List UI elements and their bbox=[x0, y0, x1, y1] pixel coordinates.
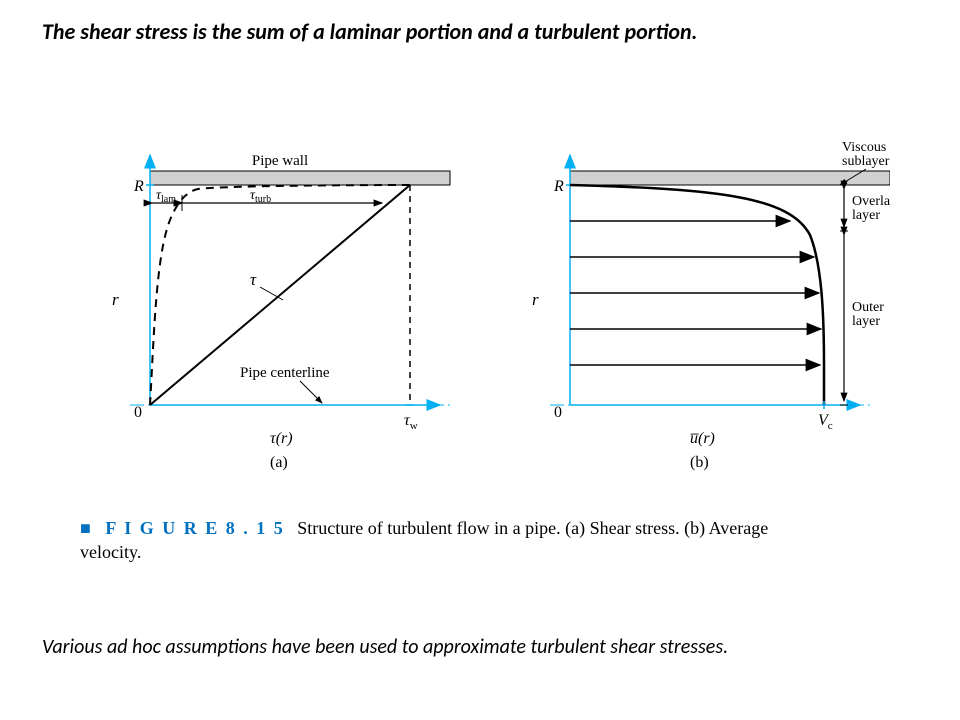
tick-0-a: 0 bbox=[134, 404, 142, 421]
viscous-sublayer-label: Viscous sublayer bbox=[842, 140, 890, 169]
footer-note: Various ad hoc assumptions have been use… bbox=[42, 635, 892, 659]
tick-R-a: R bbox=[133, 178, 144, 195]
tick-Vc: Vc bbox=[818, 412, 833, 432]
centerline-leader bbox=[300, 381, 322, 403]
figure-diagram: Pipe wall R 0 r τw τlam τturb τ bbox=[70, 105, 890, 505]
y-axis-label-a: r bbox=[112, 290, 119, 309]
tau-leader bbox=[260, 287, 283, 300]
tick-0-b: 0 bbox=[554, 404, 562, 421]
pipe-wall-label: Pipe wall bbox=[252, 153, 308, 169]
caption-figure-label: F I G U R E 8 . 1 5 bbox=[105, 518, 284, 538]
pipe-wall-b bbox=[570, 171, 890, 185]
caption-body-2: velocity. bbox=[80, 542, 141, 562]
tau-lam-label: τlam bbox=[156, 188, 176, 205]
overlap-label: Overlap layer bbox=[852, 194, 890, 223]
panel-b: R 0 r Vc Viscous sublayer O bbox=[532, 140, 890, 471]
page-title: The shear stress is the sum of a laminar… bbox=[42, 18, 822, 45]
caption-block-icon: ■ bbox=[80, 518, 93, 538]
figure-caption: ■ F I G U R E 8 . 1 5 Structure of turbu… bbox=[80, 518, 900, 539]
panel-a: Pipe wall R 0 r τw τlam τturb τ bbox=[112, 153, 450, 471]
panel-label-a: (a) bbox=[270, 454, 288, 471]
panel-label-b: (b) bbox=[690, 454, 709, 471]
caption-body-1: Structure of turbulent flow in a pipe. (… bbox=[297, 518, 768, 538]
tau-turb-label: τturb bbox=[250, 188, 271, 205]
y-axis-label-b: r bbox=[532, 290, 539, 309]
centerline-label: Pipe centerline bbox=[240, 365, 330, 381]
tick-tw: τw bbox=[404, 412, 418, 432]
x-axis-label-b: u̅(r) bbox=[690, 430, 715, 447]
x-axis-label-a: τ(r) bbox=[270, 430, 293, 447]
tau-label: τ bbox=[250, 270, 257, 289]
figure-caption-line2: velocity. bbox=[80, 542, 141, 563]
velocity-profile bbox=[570, 185, 824, 405]
tick-R-b: R bbox=[553, 178, 564, 195]
velocity-arrows bbox=[570, 221, 821, 365]
outer-label: Outer layer bbox=[852, 300, 887, 329]
pipe-wall-a bbox=[150, 171, 450, 185]
